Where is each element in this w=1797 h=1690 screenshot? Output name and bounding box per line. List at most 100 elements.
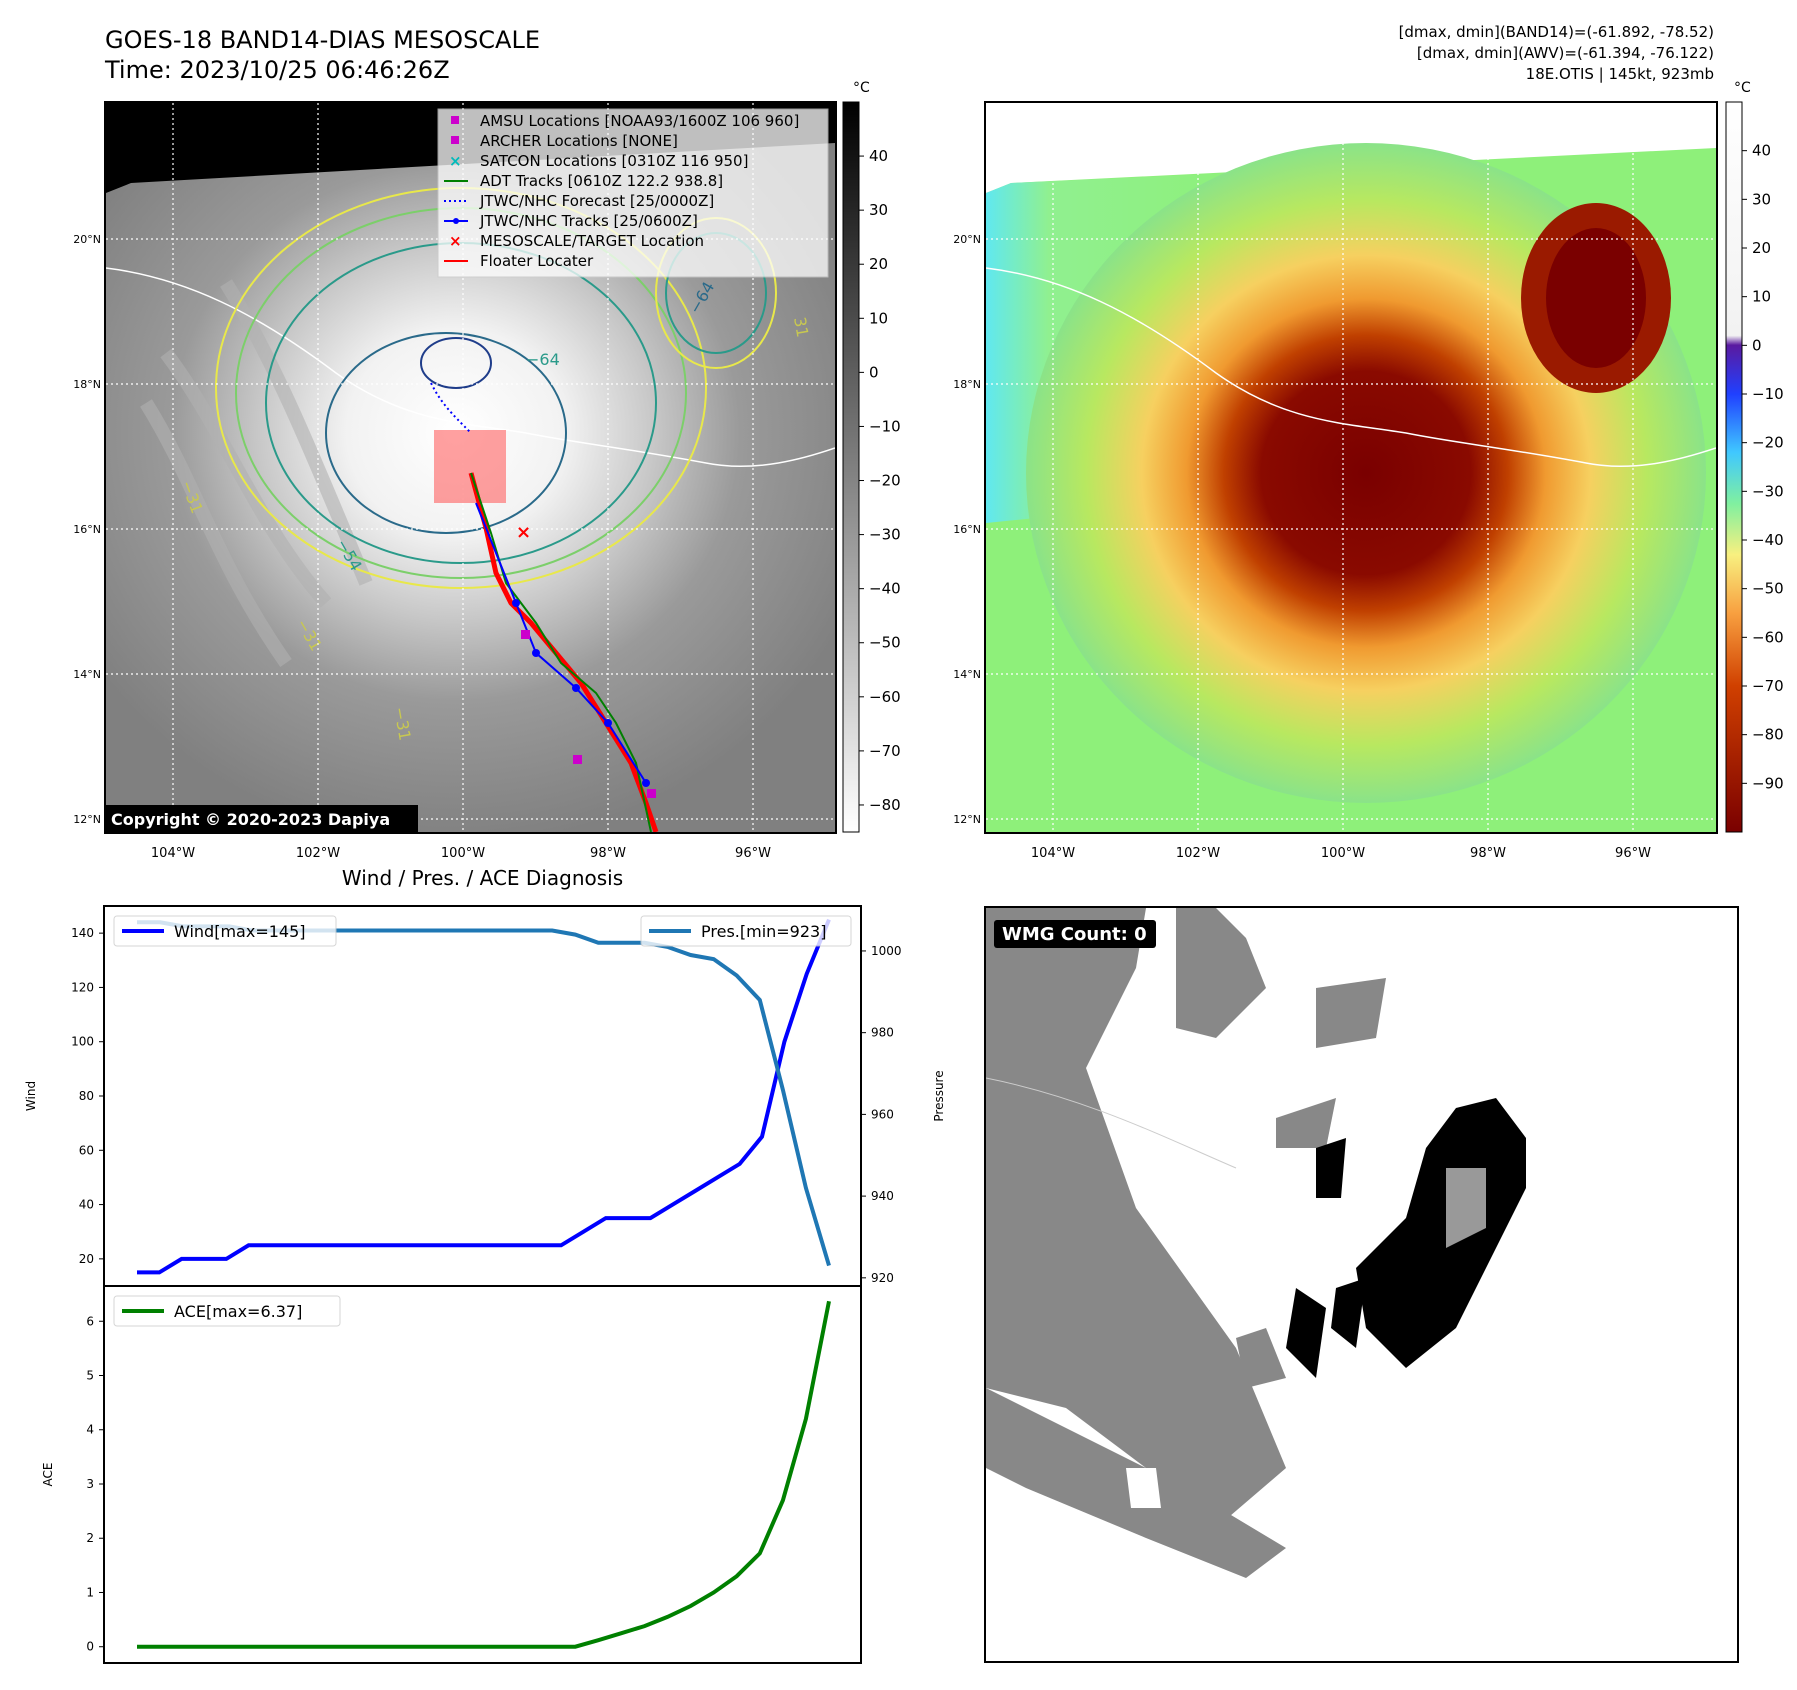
dmax-awv-text: [dmax, dmin](AWV)=(-61.394, -76.122) bbox=[1416, 44, 1714, 62]
colorbar-tick-label: 20 bbox=[869, 255, 888, 273]
wmg-panel: WMG Count: 0 bbox=[984, 906, 1739, 1663]
colorbar-tick-label: −60 bbox=[1752, 628, 1784, 646]
wind-line bbox=[137, 918, 831, 1275]
lat-tick-label: 12°N bbox=[73, 813, 101, 826]
amsu-marker bbox=[573, 755, 582, 764]
ace-tick-label: 0 bbox=[86, 1640, 94, 1654]
legend-label: JTWC/NHC Forecast [25/0000Z] bbox=[479, 192, 714, 210]
lat-tick-label: 16°N bbox=[73, 523, 101, 536]
pres-tick-label: 920 bbox=[871, 1271, 894, 1285]
lon-tick-label: 104°W bbox=[1031, 846, 1075, 861]
jtwc-track-points bbox=[512, 599, 650, 787]
awv-colorbar: °C 40 30 20 10 0 −10 −20 −30 −40 −50 −60 −70 −80 −90 bbox=[1725, 80, 1784, 833]
band14-map: −64 −64 −54 −31 −31 −31 31 bbox=[106, 103, 835, 832]
wind-legend: Wind[max=145] bbox=[113, 915, 337, 947]
copyright-text: Copyright © 2020-2023 Dapiya bbox=[111, 810, 390, 829]
ace-tick-label: 3 bbox=[86, 1477, 94, 1491]
lon-tick-label: 98°W bbox=[1470, 846, 1506, 861]
dmax-band14-text: [dmax, dmin](BAND14)=(-61.892, -78.52) bbox=[1398, 23, 1714, 41]
diag-title: Wind / Pres. / ACE Diagnosis bbox=[341, 866, 624, 890]
colorbar-tick-label: −90 bbox=[1752, 774, 1784, 792]
colorbar-tick-label: −60 bbox=[869, 688, 901, 706]
wind-tick-label: 120 bbox=[71, 980, 94, 994]
legend-item: ADT Tracks [0610Z 122.2 938.8] bbox=[444, 172, 723, 190]
lat-tick-label: 14°N bbox=[953, 668, 981, 681]
figure-title-line1: GOES-18 BAND14-DIAS MESOSCALE bbox=[105, 26, 541, 54]
lon-tick-label: 104°W bbox=[151, 846, 195, 861]
legend-item: ARCHER Locations [NONE] bbox=[451, 132, 678, 150]
colorbar-tick-label: −30 bbox=[869, 526, 901, 544]
colorbar-tick-label: −50 bbox=[1752, 580, 1784, 598]
band14-colorbar: °C 40 30 20 10 0 −10 −20 −30 −40 −50 −60 −70 −80 bbox=[842, 80, 901, 833]
ace-axes bbox=[103, 1285, 862, 1664]
pres-tick-label: 940 bbox=[871, 1189, 894, 1203]
ace-tick-label: 6 bbox=[86, 1314, 94, 1328]
wind-pres-axes bbox=[103, 905, 862, 1287]
legend-item: JTWC/NHC Forecast [25/0000Z] bbox=[444, 192, 714, 210]
color-colorbar-unit: °C bbox=[1734, 80, 1751, 96]
lat-tick-label: 18°N bbox=[953, 378, 981, 391]
colorbar-tick-label: −30 bbox=[1752, 482, 1784, 500]
figure-title-line2: Time: 2023/10/25 06:46:26Z bbox=[105, 56, 450, 84]
lat-tick-label: 16°N bbox=[953, 523, 981, 536]
lon-tick-label: 102°W bbox=[296, 846, 340, 861]
wmg-count-label: WMG Count: 0 bbox=[1002, 924, 1147, 945]
ace-line bbox=[137, 1300, 831, 1649]
lat-tick-label: 18°N bbox=[73, 378, 101, 391]
amsu-marker bbox=[521, 630, 530, 639]
colorbar-tick-label: 0 bbox=[869, 363, 879, 381]
awv-map bbox=[986, 103, 1716, 832]
target-location-x: × bbox=[516, 522, 531, 543]
wind-tick-label: 140 bbox=[71, 926, 94, 940]
colorbar-tick-label: 0 bbox=[1752, 336, 1762, 354]
colorbar-tick-label: −70 bbox=[869, 742, 901, 760]
pres-tick-label: 980 bbox=[871, 1026, 894, 1040]
legend-label: AMSU Locations [NOAA93/1600Z 106 960] bbox=[480, 112, 799, 130]
wind-tick-label: 20 bbox=[79, 1252, 94, 1266]
contour-label-1: −64 bbox=[526, 350, 560, 369]
colorbar-tick-label: −70 bbox=[1752, 677, 1784, 695]
legend-label: ARCHER Locations [NONE] bbox=[480, 132, 678, 150]
colorbar-tick-label: 10 bbox=[869, 309, 888, 327]
lat-tick-label: 12°N bbox=[953, 813, 981, 826]
colorbar-tick-label: −10 bbox=[869, 417, 901, 435]
ace-legend-label: ACE[max=6.37] bbox=[174, 1302, 302, 1321]
colorbar-tick-label: −80 bbox=[1752, 726, 1784, 744]
wind-legend-label: Wind[max=145] bbox=[174, 922, 306, 941]
legend-item: × MESOSCALE/TARGET Location bbox=[449, 232, 704, 250]
legend-item: Floater Locater bbox=[444, 252, 594, 270]
legend-item: JTWC/NHC Tracks [25/0600Z] bbox=[444, 212, 698, 230]
amsu-marker bbox=[647, 789, 656, 798]
awv-map-panel bbox=[984, 101, 1718, 834]
lon-tick-label: 100°W bbox=[441, 846, 485, 861]
ace-tick-label: 4 bbox=[86, 1423, 94, 1437]
legend-label: ADT Tracks [0610Z 122.2 938.8] bbox=[480, 172, 723, 190]
colorbar-tick-label: −40 bbox=[1752, 531, 1784, 549]
colorbar-tick-label: 10 bbox=[1752, 288, 1771, 306]
gray-colorbar-unit: °C bbox=[853, 80, 870, 96]
colorbar-tick-label: 20 bbox=[1752, 239, 1771, 257]
awv-gridlines bbox=[986, 103, 1716, 832]
colorbar-tick-label: −20 bbox=[1752, 434, 1784, 452]
wind-tick-label: 80 bbox=[79, 1089, 94, 1103]
legend-marker-x: × bbox=[449, 152, 462, 170]
colorbar-tick-label: 30 bbox=[869, 201, 888, 219]
map-legend: AMSU Locations [NOAA93/1600Z 106 960] ARC… bbox=[437, 108, 829, 278]
pressure-axis-label: Pressure bbox=[932, 1070, 946, 1121]
pres-tick-label: 1000 bbox=[871, 944, 902, 958]
lon-tick-label: 96°W bbox=[1615, 846, 1651, 861]
colorbar-tick-label: −40 bbox=[869, 580, 901, 598]
ace-tick-label: 2 bbox=[86, 1531, 94, 1545]
wind-tick-label: 40 bbox=[79, 1198, 94, 1212]
colorbar-tick-label: −10 bbox=[1752, 385, 1784, 403]
wmg-map: WMG Count: 0 bbox=[986, 908, 1737, 1661]
wind-axis-label: Wind bbox=[24, 1081, 38, 1111]
lon-tick-label: 98°W bbox=[590, 846, 626, 861]
colorbar-tick-label: −80 bbox=[869, 796, 901, 814]
ace-legend: ACE[max=6.37] bbox=[113, 1295, 341, 1327]
pressure-line bbox=[137, 920, 831, 1267]
pressure-legend-label: Pres.[min=923] bbox=[701, 922, 826, 941]
colorbar-tick-label: 30 bbox=[1752, 190, 1771, 208]
